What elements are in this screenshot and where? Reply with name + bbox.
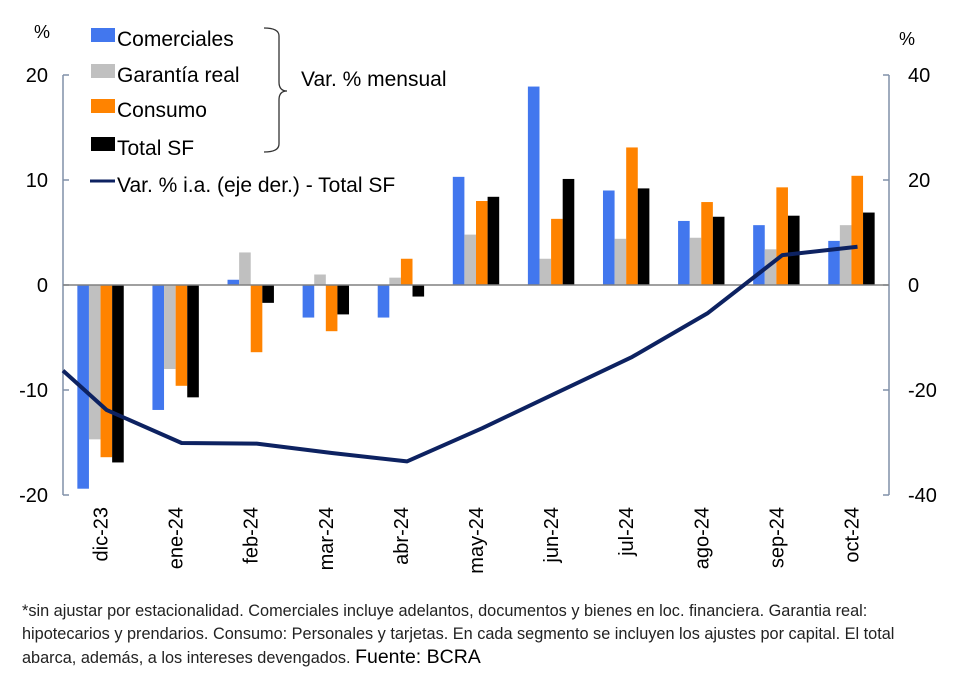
bar-consumo-ene-24 [175,285,188,386]
legend-label-var-i-a-eje-der-total-sf: Var. % i.a. (eje der.) - Total SF [117,174,395,197]
category-label-jul-24: jul-24 [616,507,638,557]
bar-total-sf-jun-24 [562,178,575,285]
chart: 20 10 0 -10 -20 40 20 0 -20 -40 dic-23 ene-24 feb-… [19,22,937,574]
bar-consumo-mar-24 [325,285,338,332]
left-axis-tick-label: 10 [26,170,48,192]
category-label-sep-24: sep-24 [766,507,788,568]
bar-comerciales-ene-24 [152,285,165,410]
bar-garant-a-real-oct-24 [839,225,852,285]
bar-consumo-abr-24 [400,258,413,285]
bar-garant-a-real-abr-24 [389,277,401,285]
right-axis-tick-label: 40 [908,65,930,87]
right-axis-tick-label: 20 [908,170,930,192]
source-label: Fuente: BCRA [355,646,481,668]
legend-label-total-sf: Total SF [117,137,194,160]
bar-total-sf-abr-24 [412,285,425,297]
category-label-dic-23: dic-23 [91,507,113,561]
bar-comerciales-jun-24 [527,86,540,285]
bar-consumo-oct-24 [851,175,864,285]
left-axis-tick-label: -20 [19,485,48,507]
right-axis-tick-label: -40 [908,485,937,507]
bar-garant-a-real-jun-24 [539,258,552,285]
legend-swatch-garant-a-real [91,64,115,78]
bar-garant-a-real-dic-23 [88,285,101,440]
bar-total-sf-sep-24 [787,215,800,285]
bar-consumo-jul-24 [626,147,638,285]
bar-comerciales-feb-24 [227,279,240,285]
left-axis: 20 10 0 -10 -20 [19,65,69,507]
legend-label-garant-a-real: Garantía real [117,64,240,87]
category-label-oct-24: oct-24 [841,507,863,563]
bar-total-sf-feb-24 [262,285,274,303]
bar-comerciales-jul-24 [602,190,615,285]
category-labels: dic-23 ene-24 feb-24 mar-24 abr-24 may-24 jun-… [91,507,864,574]
bar-comerciales-may-24 [452,176,465,285]
bar-garant-a-real-ene-24 [164,285,176,369]
legend-label-consumo: Consumo [117,99,207,122]
bar-comerciales-mar-24 [302,285,315,318]
category-label-ago-24: ago-24 [691,507,713,569]
category-label-ene-24: ene-24 [166,507,188,569]
footnote-text: *sin ajustar por estacionalidad. Comerci… [22,602,895,667]
bar-total-sf-ago-24 [712,216,725,285]
legend-swatch-comerciales [91,28,115,42]
right-axis-tick-label: 0 [908,275,919,297]
bar-total-sf-mar-24 [337,285,350,315]
bar-total-sf-may-24 [487,196,500,285]
bar-garant-a-real-may-24 [464,234,476,285]
legend-swatch-total-sf [91,137,115,151]
legend: Comerciales Garantía real Consumo Total SF V… [90,28,395,197]
right-axis-unit-label: % [899,29,915,49]
category-label-abr-24: abr-24 [391,507,413,565]
category-label-mar-24: mar-24 [316,507,338,570]
bar-consumo-ago-24 [701,202,713,285]
bar-garant-a-real-feb-24 [239,252,251,285]
bar-consumo-jun-24 [551,218,563,285]
bar-consumo-feb-24 [250,285,263,353]
bars [77,86,875,489]
category-label-jun-24: jun-24 [541,507,563,564]
bar-consumo-sep-24 [776,187,788,285]
bar-comerciales-sep-24 [753,225,765,285]
bar-garant-a-real-jul-24 [614,238,627,285]
bar-total-sf-oct-24 [863,212,875,285]
right-axis: 40 20 0 -20 -40 [883,65,937,507]
footnote: *sin ajustar por estacionalidad. Comerci… [22,600,952,670]
bar-garant-a-real-mar-24 [314,274,326,285]
left-axis-tick-label: 20 [26,65,48,87]
category-label-may-24: may-24 [466,507,488,574]
bar-comerciales-abr-24 [377,285,390,318]
bar-garant-a-real-sep-24 [764,249,777,285]
bar-consumo-may-24 [476,201,488,285]
legend-brace [263,27,288,153]
bar-comerciales-oct-24 [828,240,840,285]
bar-consumo-dic-23 [100,285,113,458]
bar-garant-a-real-ago-24 [689,237,702,285]
brace-annotation: Var. % mensual [301,68,447,91]
left-axis-unit-label: % [34,22,50,42]
bar-total-sf-dic-23 [112,285,124,463]
line-series [61,244,858,464]
legend-label-comerciales: Comerciales [117,28,234,51]
category-label-feb-24: feb-24 [241,507,263,564]
line-var-ia-total-sf [61,244,858,464]
bar-comerciales-ago-24 [678,220,690,285]
left-axis-tick-label: -10 [19,380,48,402]
bar-total-sf-jul-24 [637,188,650,285]
right-axis-tick-label: -20 [908,380,937,402]
legend-swatch-consumo [91,99,115,113]
bar-total-sf-ene-24 [187,285,199,398]
left-axis-tick-label: 0 [37,275,48,297]
